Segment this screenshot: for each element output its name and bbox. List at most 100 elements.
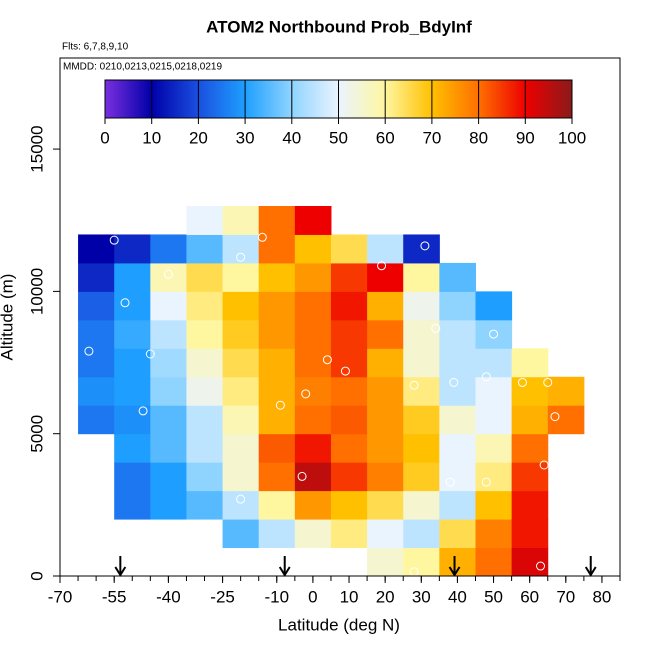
sample-point: [420, 241, 430, 251]
heatmap-cell: [367, 547, 404, 577]
heatmap-cell: [258, 490, 296, 520]
sample-point: [138, 406, 148, 416]
chart-title: ATOM2 Northbound Prob_BdyInf: [206, 17, 472, 36]
heatmap-cell: [294, 206, 332, 235]
x-axis-label: Latitude (deg N): [278, 615, 400, 634]
heatmap-cell: [330, 405, 368, 435]
heatmap-cell: [475, 405, 513, 435]
heatmap-cell: [114, 433, 151, 463]
heatmap-cell: [294, 319, 332, 349]
heatmap-cell: [78, 348, 115, 378]
heatmap-cell: [439, 490, 476, 520]
colorbar-tick-label: 70: [422, 128, 441, 147]
heatmap-cell: [475, 376, 513, 406]
x-tick-label: 20: [376, 587, 395, 606]
heatmap-cell: [114, 234, 151, 264]
heatmap-cell: [403, 348, 440, 378]
heatmap-cell: [330, 462, 368, 492]
heatmap-cell: [258, 291, 296, 321]
sample-point: [163, 269, 173, 279]
heatmap-cell: [294, 405, 332, 435]
heatmap-cell: [114, 376, 151, 406]
heatmap-cell: [367, 291, 404, 321]
heatmap-cell: [186, 262, 224, 292]
arrow-head: [114, 566, 127, 577]
heatmap-cell: [222, 376, 260, 406]
y-tick-label: 5000: [27, 415, 46, 453]
x-tick-label: 40: [448, 587, 467, 606]
heatmap-cell: [114, 319, 151, 349]
heatmap-cell: [114, 348, 151, 378]
heatmap-cell: [78, 376, 115, 406]
sample-point: [481, 372, 491, 382]
heatmap-cell: [475, 291, 513, 321]
heatmap-cell: [511, 433, 549, 463]
x-tick-label: 60: [520, 587, 539, 606]
y-tick-label: 15000: [27, 125, 46, 172]
heatmap-cell: [150, 490, 187, 520]
y-tick-label: 0: [27, 571, 46, 580]
sample-point: [431, 323, 441, 333]
heatmap-cell: [439, 319, 476, 349]
heatmap-cell: [511, 405, 549, 435]
heatmap-cell: [150, 291, 187, 321]
heatmap-cell: [150, 348, 187, 378]
heatmap-cell: [222, 348, 260, 378]
x-tick-label: 50: [484, 587, 503, 606]
x-tick-label: 10: [340, 587, 359, 606]
heatmap-cell: [439, 547, 476, 577]
plot-frame: [59, 57, 621, 577]
heatmap-cell: [150, 262, 187, 292]
heatmap-cell: [186, 206, 224, 235]
x-tick-label: -10: [264, 587, 289, 606]
colorbar-tick-label: 30: [236, 128, 255, 147]
heatmap-cell: [294, 433, 332, 463]
arrow-head: [448, 566, 461, 577]
sample-point: [449, 377, 459, 387]
sample-point: [536, 561, 546, 571]
heatmap-cell: [186, 319, 224, 349]
colorbar-tick-label: 90: [516, 128, 535, 147]
heatmap-cell: [258, 462, 296, 492]
heatmap-cell: [222, 234, 260, 264]
x-tick-label: -25: [210, 587, 235, 606]
heatmap-cell: [186, 291, 224, 321]
heatmap-cell: [439, 348, 476, 378]
heatmap-cell: [330, 291, 368, 321]
heatmap-cell: [258, 262, 296, 292]
heatmap-cell: [186, 462, 224, 492]
sample-point: [275, 400, 285, 410]
sample-point: [120, 298, 130, 308]
heatmap-cell: [439, 405, 476, 435]
heatmap-cell: [186, 490, 224, 520]
heatmap-cell: [222, 262, 260, 292]
heatmap-cell: [330, 262, 368, 292]
arrow-head: [584, 566, 597, 577]
heatmap-cell: [78, 262, 115, 292]
heatmap-cell: [475, 433, 513, 463]
heatmap-cell: [511, 490, 549, 520]
sample-point: [543, 377, 553, 387]
sample-point: [257, 232, 267, 242]
annotation: Flts: 6,7,8,9,10: [62, 42, 129, 53]
heatmap-cell: [258, 206, 296, 235]
sample-point: [145, 349, 155, 359]
heatmap-cell: [475, 348, 513, 378]
heatmap-cell: [150, 433, 187, 463]
heatmap-cell: [439, 462, 476, 492]
heatmap-cell: [439, 519, 476, 549]
colorbar-tick-label: 40: [282, 128, 301, 147]
heatmap-cell: [294, 234, 332, 264]
heatmap-cell: [367, 319, 404, 349]
sample-point: [109, 235, 119, 245]
heatmap-cell: [330, 519, 368, 549]
heatmap-cell: [330, 376, 368, 406]
heatmap-cell: [222, 462, 260, 492]
heatmap-cell: [78, 405, 115, 435]
heatmap-cell: [258, 519, 296, 549]
x-tick-label: -70: [48, 587, 73, 606]
arrow-head: [278, 566, 291, 577]
heatmap-cell: [222, 319, 260, 349]
heatmap-cell: [367, 376, 404, 406]
sample-point: [236, 494, 246, 504]
